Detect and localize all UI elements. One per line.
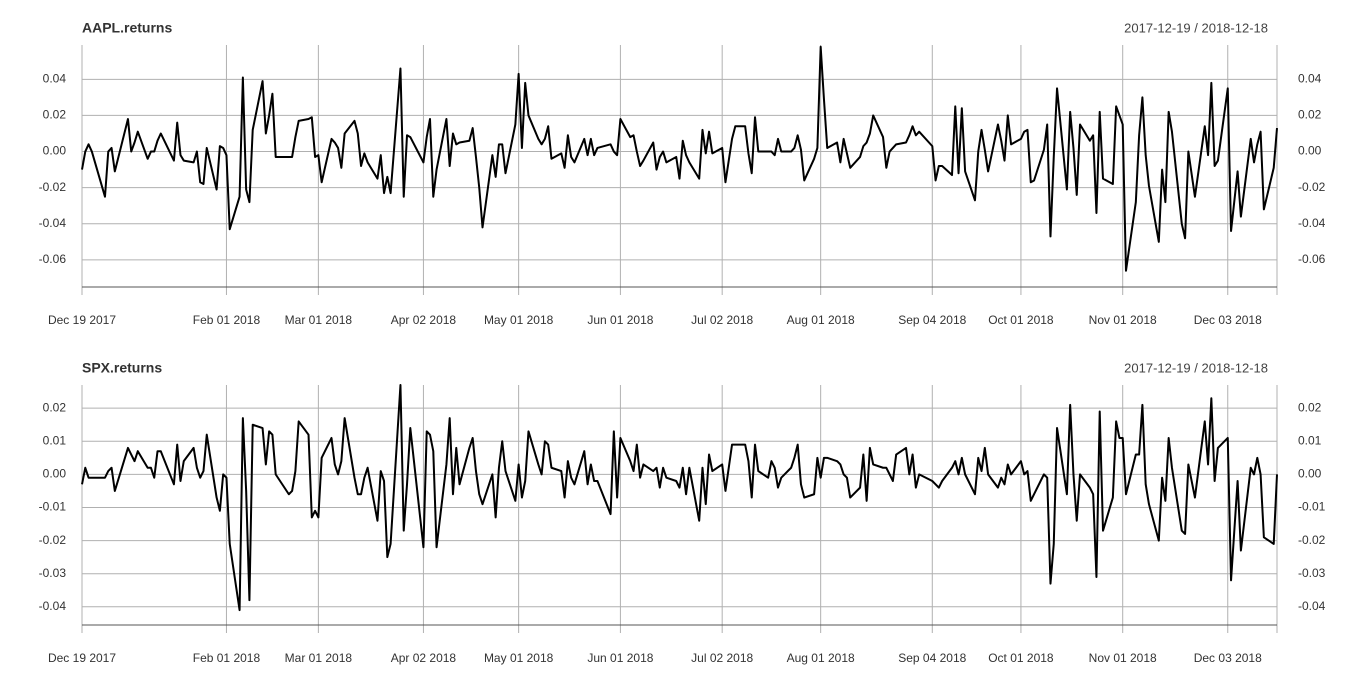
y-tick-label: 0.00 bbox=[43, 467, 67, 481]
y-tick-label-right: -0.02 bbox=[1298, 533, 1326, 547]
y-tick-label: -0.04 bbox=[39, 599, 67, 613]
x-tick-label: Dec 03 2018 bbox=[1194, 651, 1262, 665]
x-tick-label: May 01 2018 bbox=[484, 313, 554, 327]
y-tick-label: -0.02 bbox=[39, 180, 67, 194]
x-tick-label: Jun 01 2018 bbox=[587, 651, 653, 665]
y-tick-label: -0.06 bbox=[39, 252, 67, 266]
series-line bbox=[81, 384, 1278, 612]
x-tick-label: Apr 02 2018 bbox=[391, 313, 457, 327]
x-tick-label: Oct 01 2018 bbox=[988, 313, 1054, 327]
x-tick-label: Sep 04 2018 bbox=[898, 313, 966, 327]
y-tick-label-right: 0.00 bbox=[1298, 467, 1322, 481]
panel-title: SPX.returns bbox=[82, 360, 162, 376]
y-tick-label-right: -0.01 bbox=[1298, 500, 1326, 514]
x-tick-label: Feb 01 2018 bbox=[193, 313, 261, 327]
panel-title: AAPL.returns bbox=[82, 20, 172, 36]
y-tick-label-right: -0.02 bbox=[1298, 180, 1326, 194]
x-tick-label: Oct 01 2018 bbox=[988, 651, 1054, 665]
y-tick-label: -0.03 bbox=[39, 566, 67, 580]
series-line bbox=[81, 45, 1278, 272]
y-tick-label-right: 0.01 bbox=[1298, 433, 1322, 447]
y-tick-label: 0.02 bbox=[43, 108, 67, 122]
y-tick-label: 0.01 bbox=[43, 433, 67, 447]
y-tick-label: -0.04 bbox=[39, 216, 67, 230]
y-tick-label-right: 0.02 bbox=[1298, 108, 1322, 122]
x-tick-label: May 01 2018 bbox=[484, 651, 554, 665]
x-tick-label: Sep 04 2018 bbox=[898, 651, 966, 665]
y-tick-label-right: -0.04 bbox=[1298, 216, 1326, 230]
x-tick-label: Dec 03 2018 bbox=[1194, 313, 1262, 327]
y-tick-label: 0.02 bbox=[43, 400, 67, 414]
y-tick-label-right: -0.04 bbox=[1298, 599, 1326, 613]
y-tick-label: -0.02 bbox=[39, 533, 67, 547]
y-tick-label: 0.04 bbox=[43, 71, 67, 85]
y-tick-label: 0.00 bbox=[43, 144, 67, 158]
date-range: 2017-12-19 / 2018-12-18 bbox=[1124, 360, 1268, 375]
x-tick-label: Aug 01 2018 bbox=[787, 313, 855, 327]
x-tick-label: Nov 01 2018 bbox=[1089, 313, 1157, 327]
x-tick-label: Dec 19 2017 bbox=[48, 651, 116, 665]
x-tick-label: Mar 01 2018 bbox=[285, 313, 353, 327]
x-tick-label: Jul 02 2018 bbox=[691, 313, 753, 327]
x-tick-label: Mar 01 2018 bbox=[285, 651, 353, 665]
x-tick-label: Jun 01 2018 bbox=[587, 313, 653, 327]
date-range: 2017-12-19 / 2018-12-18 bbox=[1124, 20, 1268, 35]
y-tick-label: -0.01 bbox=[39, 500, 67, 514]
x-tick-label: Apr 02 2018 bbox=[391, 651, 457, 665]
x-tick-label: Aug 01 2018 bbox=[787, 651, 855, 665]
x-tick-label: Jul 02 2018 bbox=[691, 651, 753, 665]
y-tick-label-right: -0.03 bbox=[1298, 566, 1326, 580]
x-tick-label: Nov 01 2018 bbox=[1089, 651, 1157, 665]
x-tick-label: Feb 01 2018 bbox=[193, 651, 261, 665]
y-tick-label-right: 0.04 bbox=[1298, 71, 1322, 85]
y-tick-label-right: 0.02 bbox=[1298, 400, 1322, 414]
y-tick-label-right: 0.00 bbox=[1298, 144, 1322, 158]
x-tick-label: Dec 19 2017 bbox=[48, 313, 116, 327]
y-tick-label-right: -0.06 bbox=[1298, 252, 1326, 266]
